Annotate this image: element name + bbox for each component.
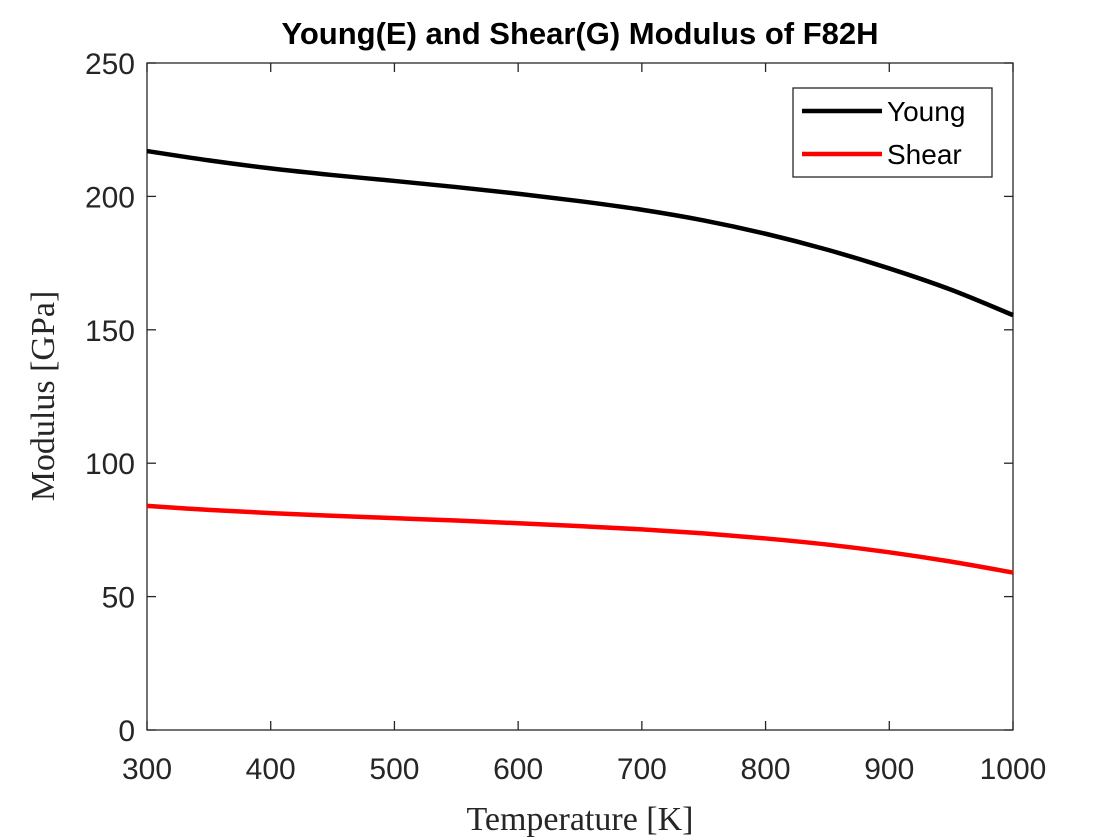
legend: Young Shear bbox=[792, 87, 993, 178]
legend-label-young: Young bbox=[887, 96, 965, 127]
chart-title: Young(E) and Shear(G) Modulus of F82H bbox=[281, 16, 878, 51]
x-tick-label: 300 bbox=[122, 753, 172, 786]
y-tick-label: 100 bbox=[85, 448, 135, 481]
series-line-young bbox=[146, 148, 1014, 318]
legend-box bbox=[792, 87, 993, 178]
y-tick-label: 150 bbox=[85, 315, 135, 348]
series-line-shear bbox=[146, 503, 1014, 575]
x-tick-label: 700 bbox=[617, 753, 667, 786]
y-axis-ticks: 0 50 100 150 200 250 bbox=[85, 48, 1013, 748]
x-tick-label: 1000 bbox=[980, 753, 1047, 786]
y-tick-label: 200 bbox=[85, 181, 135, 214]
x-axis-label: Temperature [K] bbox=[467, 801, 694, 838]
y-tick-label: 250 bbox=[85, 48, 135, 81]
x-tick-label: 600 bbox=[493, 753, 543, 786]
x-tick-label: 500 bbox=[369, 753, 419, 786]
legend-label-shear: Shear bbox=[887, 139, 962, 170]
x-tick-label: 400 bbox=[246, 753, 296, 786]
y-tick-label: 50 bbox=[102, 582, 135, 615]
series-layer bbox=[146, 148, 1014, 575]
y-tick-label: 0 bbox=[118, 715, 135, 748]
y-axis-label: Modulus [GPa] bbox=[25, 291, 62, 502]
x-tick-label: 900 bbox=[864, 753, 914, 786]
x-tick-label: 800 bbox=[741, 753, 791, 786]
x-axis-ticks: 300 400 500 600 700 800 900 1000 bbox=[122, 63, 1046, 786]
